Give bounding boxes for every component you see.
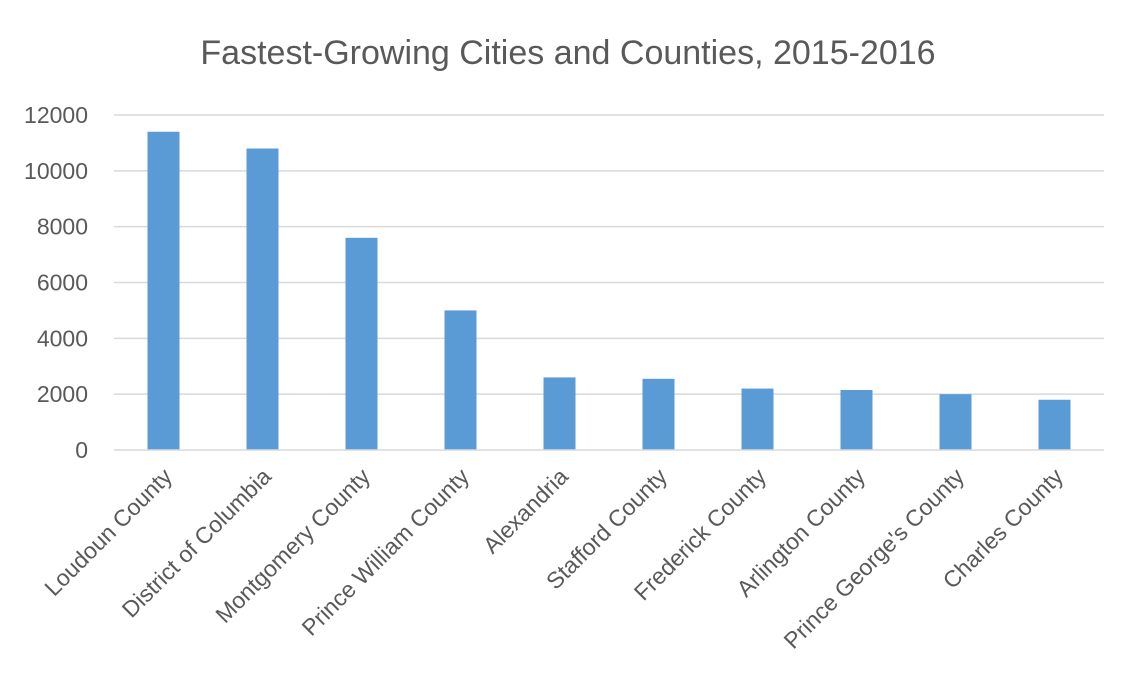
bar [444, 310, 477, 450]
bar [840, 389, 873, 450]
bars [147, 131, 1071, 450]
bar [741, 388, 774, 450]
chart-title: Fastest-Growing Cities and Counties, 201… [200, 34, 935, 72]
y-tick-label: 10000 [24, 158, 88, 184]
x-category-label: Alexandria [478, 463, 573, 558]
bar [939, 394, 972, 450]
bar [345, 237, 378, 450]
y-tick-label: 0 [75, 437, 88, 463]
y-tick-label: 12000 [24, 102, 88, 128]
bar [642, 378, 675, 450]
bar [147, 131, 180, 450]
bar [543, 377, 576, 450]
gridlines [114, 114, 1104, 395]
x-category-label: Prince George's County [778, 463, 969, 654]
y-tick-label: 6000 [37, 270, 88, 296]
y-tick-label: 8000 [37, 214, 88, 240]
y-tick-label: 4000 [37, 325, 88, 351]
y-tick-label: 2000 [37, 381, 88, 407]
bar [1038, 399, 1071, 450]
y-axis-tick-labels: 0 2000 4000 6000 8000 10000 12000 [24, 102, 88, 463]
bar [246, 148, 279, 450]
x-category-label: Prince William County [297, 463, 475, 641]
